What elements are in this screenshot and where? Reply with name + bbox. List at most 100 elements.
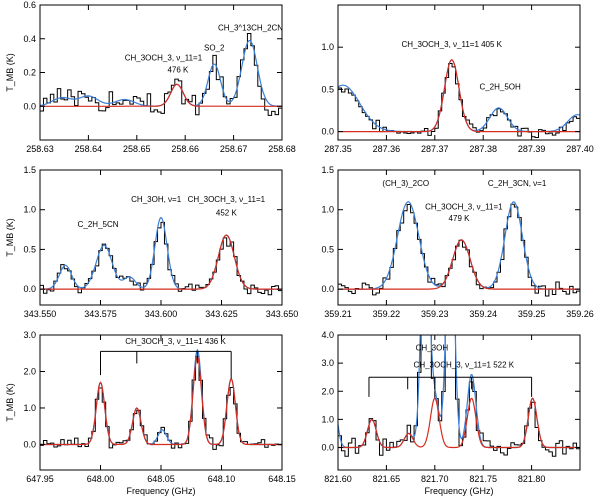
- y-tick-label: 0.6: [23, 0, 36, 10]
- x-tick-label: 287.39: [518, 144, 546, 154]
- x-tick-label: 359.26: [566, 309, 594, 319]
- x-tick-label: 287.36: [373, 144, 401, 154]
- observed-spectrum: [40, 33, 282, 116]
- model-ch3och3-line: [40, 234, 282, 290]
- model-total-line: [40, 348, 282, 446]
- y-tick-label: 1.0: [23, 403, 36, 413]
- y-tick-label: 3.0: [321, 358, 334, 368]
- x-tick-label: 821.70: [421, 474, 449, 484]
- x-tick-label: 359.21: [324, 309, 352, 319]
- x-tick-label: 821.80: [518, 474, 546, 484]
- y-tick-label: 1.0: [23, 205, 36, 215]
- x-tick-label: 343.600: [145, 309, 178, 319]
- x-tick-label: 343.650: [266, 309, 299, 319]
- x-tick-label: 821.65: [373, 474, 401, 484]
- y-tick-label: 1.5: [23, 165, 36, 175]
- model-ch3och3-line: [40, 355, 282, 446]
- x-tick-label: 343.625: [205, 309, 238, 319]
- y-axis-label: T_MB (K): [5, 383, 15, 422]
- x-tick-label: 821.75: [469, 474, 497, 484]
- y-tick-label: 0.0: [321, 284, 334, 294]
- line-label: C_2H_5CN: [78, 220, 119, 229]
- y-tick-label: 1.0: [321, 42, 334, 52]
- y-tick-label: 2.0: [23, 366, 36, 376]
- plot-frame: [337, 334, 581, 471]
- y-tick-label: 0.0: [23, 284, 36, 294]
- y-tick-label: 0.2: [23, 68, 36, 78]
- x-tick-label: 258.65: [123, 144, 151, 154]
- x-tick-label: 343.550: [24, 309, 57, 319]
- y-tick-label: 1.0: [321, 414, 334, 424]
- plot-frame: [39, 334, 283, 471]
- model-ch3och3-line: [338, 59, 580, 133]
- line-label: CH_3OCH_3, ν_11=1: [425, 203, 503, 212]
- x-tick-label: 359.22: [373, 309, 401, 319]
- x-tick-label: 258.66: [171, 144, 199, 154]
- x-tick-label: 258.67: [220, 144, 248, 154]
- line-label: CH_3OH: [416, 343, 449, 352]
- x-tick-label: 258.64: [75, 144, 103, 154]
- plot-frame: [337, 169, 581, 306]
- x-tick-label: 359.25: [518, 309, 546, 319]
- line-label: SO_2: [204, 44, 225, 53]
- y-tick-label: 2.0: [321, 386, 334, 396]
- line-label: CH_3OCH_3, ν_11=1: [125, 54, 203, 63]
- y-tick-label: 4.0: [321, 330, 334, 340]
- x-tick-label: 287.37: [421, 144, 449, 154]
- x-tick-label: 648.00: [87, 474, 115, 484]
- y-tick-label: 0.0: [321, 443, 334, 453]
- x-tick-label: 647.95: [26, 474, 54, 484]
- line-label: CH_3OH, ν=1: [131, 195, 182, 204]
- x-tick-label: 343.575: [84, 309, 117, 319]
- x-axis-label: Frequency (GHz): [424, 486, 493, 496]
- line-label: (CH_3)_2CO: [382, 179, 429, 188]
- line-label: C_2H_3CN, ν=1: [488, 179, 547, 188]
- model-total-line: [40, 39, 282, 107]
- y-tick-label: 0.0: [23, 101, 36, 111]
- x-tick-label: 359.24: [469, 309, 497, 319]
- panel-p2: 287.35 287.36 287.37 287.38 287.39 287.40 0.0 0…: [321, 4, 594, 154]
- x-tick-label: 359.23: [421, 309, 449, 319]
- model-ch3och3-line: [338, 239, 580, 290]
- y-axis-label: T_MB (K): [5, 218, 15, 257]
- x-tick-label: 287.40: [566, 144, 594, 154]
- panel-p5: 647.95 648.00 648.05 648.10 648.15 0.0 1.0 2.0 3…: [5, 330, 296, 496]
- line-label: CH_3OCH_3, ν_11=1: [188, 195, 266, 204]
- observed-spectrum: [40, 355, 282, 450]
- x-tick-label: 821.60: [324, 474, 352, 484]
- line-label: CH_3OCH_3, ν_11=1 436 K: [125, 337, 226, 346]
- model-ch3och3-line: [40, 83, 282, 107]
- y-tick-label: 1.0: [321, 205, 334, 215]
- line-label: 452 K: [216, 208, 238, 217]
- x-tick-label: 258.63: [26, 144, 54, 154]
- line-label: 476 K: [167, 66, 189, 75]
- model-ch3och3-line: [338, 397, 580, 449]
- y-tick-label: 0.0: [321, 127, 334, 137]
- line-label: C_2H_5OH: [479, 82, 521, 91]
- y-tick-label: 1.5: [321, 165, 334, 175]
- line-label: CH_3OCH_3, ν_11=1 405 K: [401, 40, 502, 49]
- plot-frame: [337, 4, 581, 141]
- x-tick-label: 258.68: [268, 144, 296, 154]
- x-tick-label: 648.05: [147, 474, 175, 484]
- y-tick-label: 0.5: [23, 244, 36, 254]
- x-tick-label: 287.38: [469, 144, 497, 154]
- line-label: 479 K: [449, 214, 471, 223]
- line-label: CH_3OCH_3, ν_11=1 522 K: [414, 360, 515, 369]
- x-tick-label: 287.35: [324, 144, 352, 154]
- panel-p1: 258.63 258.64 258.65 258.66 258.67 258.68 0.0 0…: [5, 0, 296, 154]
- y-axis-label: T_MB (K): [5, 53, 15, 92]
- observed-spectrum: [338, 62, 580, 139]
- y-tick-label: 3.0: [23, 330, 36, 340]
- x-axis-label: Frequency (GHz): [126, 486, 195, 496]
- line-label: CH_3^13CH_2CN: [218, 23, 283, 32]
- x-tick-label: 648.10: [208, 474, 236, 484]
- x-tick-label: 648.15: [268, 474, 296, 484]
- panel-p3: 343.550 343.575 343.600 343.625 343.650 0.0 0.…: [5, 165, 298, 319]
- y-tick-label: 0.5: [321, 244, 334, 254]
- y-tick-label: 0.5: [321, 84, 334, 94]
- y-tick-label: 0.0: [23, 439, 36, 449]
- panel-p6: 821.60 821.65 821.70 821.75 821.80 0.0 1.0 2.0 3…: [321, 330, 581, 496]
- y-tick-label: 0.4: [23, 34, 36, 44]
